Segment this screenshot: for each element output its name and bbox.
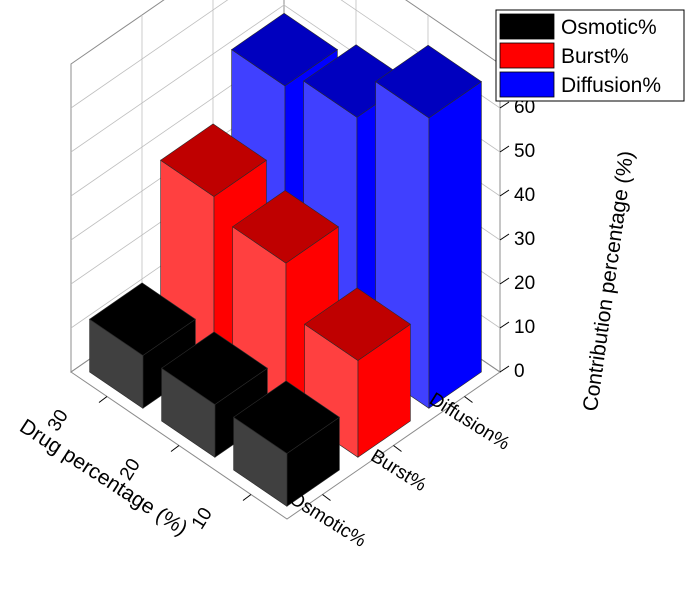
bar-top-face xyxy=(232,190,339,264)
bar-top-face xyxy=(231,12,338,87)
x-tick-mark xyxy=(98,396,108,403)
legend-label: Diffusion% xyxy=(561,74,661,97)
y-tick-label: Burst% xyxy=(367,446,430,496)
z-axis-title: Contribution percentage (%) xyxy=(579,149,638,412)
bar-osmotic-10 xyxy=(233,380,340,507)
z-tick-mark xyxy=(499,189,510,197)
x-tick-mark xyxy=(242,494,252,501)
bar-front-face xyxy=(428,81,482,409)
z-tick-mark xyxy=(499,277,510,285)
y-tick-mark xyxy=(393,445,402,452)
z-axis-ticks: 010203040506070 xyxy=(499,53,535,382)
z-tick-label: 20 xyxy=(514,273,535,294)
z-tick-label: 40 xyxy=(514,185,535,206)
z-tick-label: 0 xyxy=(514,361,525,382)
bar-top-face xyxy=(233,380,340,454)
bar-top-face xyxy=(161,331,268,405)
z-tick-label: 10 xyxy=(514,317,535,338)
x-axis-title: Drug percentage (%) xyxy=(16,415,192,540)
z-tick-label: 30 xyxy=(514,229,535,250)
legend-swatch xyxy=(499,13,555,40)
bar-top-face xyxy=(375,44,482,119)
legend-label: Burst% xyxy=(561,45,629,68)
bar-osmotic-20 xyxy=(161,331,268,458)
x-tick-label: 10 xyxy=(188,504,217,533)
z-tick-label: 60 xyxy=(514,97,535,118)
z-tick-mark xyxy=(499,365,510,373)
legend: Osmotic% Burst% Diffusion% xyxy=(495,9,685,102)
bar-top-face xyxy=(89,282,196,356)
chart-bars xyxy=(89,12,482,507)
legend-swatch xyxy=(499,42,555,69)
z-tick-label: 50 xyxy=(514,141,535,162)
z-tick-mark xyxy=(499,145,510,153)
y-tick-mark xyxy=(464,396,473,403)
bar-top-face xyxy=(160,123,267,197)
y-tick-label: Diffusion% xyxy=(425,389,513,455)
z-tick-mark xyxy=(499,321,510,329)
z-tick-mark xyxy=(499,101,510,109)
y-tick-mark xyxy=(322,494,331,501)
x-tick-mark xyxy=(170,445,180,452)
bar-top-face xyxy=(304,287,411,361)
z-tick-mark xyxy=(499,233,510,241)
legend-label: Osmotic% xyxy=(561,16,657,39)
y-tick-label: Osmotic% xyxy=(285,488,370,552)
legend-swatch xyxy=(499,71,555,98)
